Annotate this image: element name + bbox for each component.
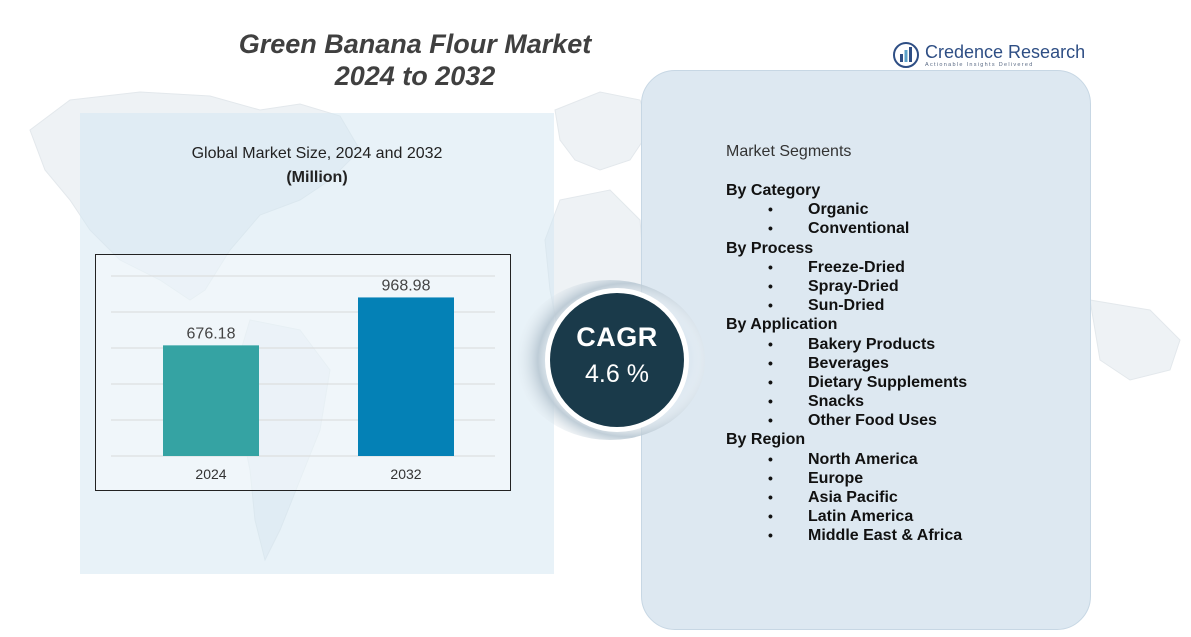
segment-item: • Other Food Uses: [726, 411, 967, 430]
bullet-icon: •: [768, 220, 773, 237]
segment-item: • Beverages: [726, 354, 967, 373]
bullet-icon: •: [768, 297, 773, 314]
segment-group-label: By Category: [726, 182, 821, 199]
segment-item-label: Bakery Products: [808, 335, 936, 353]
chart-panel: [80, 113, 554, 574]
bullet-icon: •: [768, 354, 773, 371]
segments-title: Market Segments: [726, 143, 852, 160]
segment-item: • Middle East & Africa: [726, 526, 967, 545]
cagr-value: 4.6 %: [585, 360, 649, 388]
segment-item: • Conventional: [726, 219, 967, 238]
segment-item-label: Spray-Dried: [808, 277, 899, 295]
segment-item: • Bakery Products: [726, 335, 967, 354]
segment-item-label: Asia Pacific: [808, 489, 898, 506]
bar-2032: [358, 297, 454, 456]
segment-item-label: Organic: [808, 201, 869, 219]
bar-chart: 676.18 2024 968.98 2032: [95, 254, 511, 491]
segments-panel: [641, 70, 1091, 630]
bullet-icon: •: [768, 201, 773, 218]
segment-item-label: Conventional: [808, 220, 910, 238]
segment-item: • Spray-Dried: [726, 277, 967, 296]
segment-item-label: Beverages: [808, 354, 889, 372]
bullet-icon: •: [768, 335, 773, 352]
segment-item: • Freeze-Dried: [726, 258, 967, 277]
segment-item: • Dietary Supplements: [726, 373, 967, 392]
cagr-badge: [515, 280, 705, 440]
chart-unit: (Million): [286, 169, 348, 186]
segment-item: • North America: [726, 450, 967, 469]
segment-item: • Snacks: [726, 392, 967, 411]
chart-heading: Global Market Size, 2024 and 2032 (Milli…: [80, 142, 554, 190]
bullet-icon: •: [768, 393, 773, 410]
bullet-icon: •: [768, 258, 773, 275]
page-title: Green Banana Flour Market 2024 to 2032: [180, 28, 650, 92]
bullet-icon: •: [768, 277, 773, 294]
segment-item: • Latin America: [726, 507, 967, 526]
segment-item: • Sun-Dried: [726, 296, 967, 315]
bullet-icon: •: [768, 373, 773, 390]
segment-item-label: North America: [808, 450, 918, 468]
bullet-icon: •: [768, 412, 773, 429]
segment-item-label: Latin America: [808, 508, 914, 526]
brand-logo: Credence Research Actionable Insights De…: [893, 40, 1086, 72]
bar-chart-logo-icon: [893, 42, 919, 68]
chart-title: Global Market Size, 2024 and 2032: [191, 145, 443, 162]
x-tick-label: 2032: [390, 466, 421, 482]
cagr-circle: [550, 293, 684, 427]
segment-item-label: Dietary Supplements: [808, 373, 968, 391]
bullet-icon: •: [768, 508, 773, 525]
x-tick-label: 2024: [195, 466, 226, 482]
segment-item-label: Europe: [808, 469, 864, 487]
segments-list: By Category • Organic • Conventional By Proce…: [726, 181, 967, 546]
cagr-label: CAGR: [576, 322, 658, 352]
segment-item-label: Freeze-Dried: [808, 258, 905, 276]
segment-item-label: Snacks: [808, 393, 865, 411]
segment-group-label: By Application: [726, 316, 838, 334]
bullet-icon: •: [768, 527, 773, 544]
segment-item: • Europe: [726, 469, 967, 488]
brand-tagline: Actionable Insights Delivered: [925, 62, 1034, 68]
segment-group-label: By Process: [726, 239, 814, 257]
segment-item-label: Sun-Dried: [808, 297, 885, 315]
bar-value-label: 676.18: [187, 325, 236, 342]
segment-item-label: Other Food Uses: [808, 412, 937, 430]
title-line-2: 2024 to 2032: [334, 61, 496, 91]
bullet-icon: •: [768, 469, 773, 486]
bullet-icon: •: [768, 489, 773, 505]
title-line-1: Green Banana Flour Market: [238, 29, 592, 59]
bullet-icon: •: [768, 450, 773, 467]
segment-group-label: By Region: [726, 431, 806, 449]
bar-value-label: 968.98: [382, 277, 431, 294]
brand-name: Credence Research: [925, 42, 1086, 62]
segment-item: • Organic: [726, 200, 967, 219]
bar-2024: [163, 345, 259, 456]
segment-item: • Asia Pacific: [726, 488, 967, 507]
segment-item-label: Middle East & Africa: [808, 527, 963, 545]
